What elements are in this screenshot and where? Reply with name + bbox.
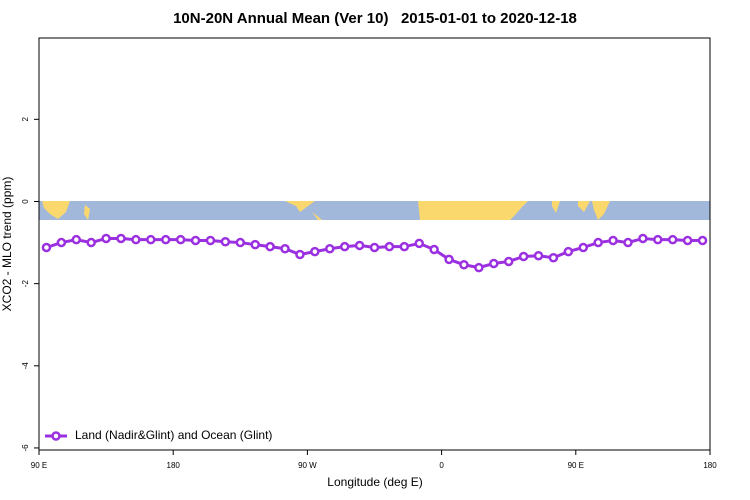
data-point <box>71 234 82 245</box>
data-point <box>533 250 544 261</box>
data-point <box>518 251 529 262</box>
x-tick-label: 90 E <box>568 461 584 470</box>
x-tick-label: 90 W <box>298 461 317 470</box>
x-axis-label: Longitude (deg E) <box>327 475 422 489</box>
plot-frame <box>38 37 711 451</box>
y-tick-label: -2 <box>21 280 30 288</box>
data-point <box>131 234 141 245</box>
y-tick-label: 0 <box>21 199 30 204</box>
x-tick-label: 180 <box>167 461 181 470</box>
data-point <box>339 241 350 252</box>
data-point <box>86 237 96 248</box>
legend-label: Land (Nadir&Glint) and Ocean (Glint) <box>75 428 272 442</box>
x-tick-label: 90 E <box>31 461 47 470</box>
data-point <box>205 235 216 246</box>
data-point <box>354 240 365 251</box>
data-point <box>459 259 469 270</box>
data-point <box>175 234 186 245</box>
data-point <box>608 235 618 246</box>
data-point <box>399 241 410 252</box>
data-point <box>56 237 67 248</box>
data-point <box>160 234 171 245</box>
y-tick-label: 2 <box>21 117 30 122</box>
y-axis-label: XCO2 - MLO trend (ppm) <box>0 177 14 312</box>
data-point <box>116 233 126 244</box>
data-point <box>429 244 439 255</box>
data-point <box>280 243 290 254</box>
data-point <box>638 233 648 244</box>
data-point <box>265 241 275 252</box>
data-point <box>548 253 559 263</box>
data-point <box>250 239 260 250</box>
data-point <box>325 243 335 254</box>
data-point <box>489 258 499 269</box>
x-tick-label: 180 <box>703 461 717 470</box>
x-tick-label: 0 <box>439 461 444 470</box>
data-point <box>235 237 246 248</box>
legend-marker <box>51 431 61 441</box>
data-point <box>310 246 320 257</box>
data-point <box>697 235 708 246</box>
chart-title: 10N-20N Annual Mean (Ver 10) 2015-01-01 … <box>173 10 577 27</box>
y-tick-label: -6 <box>21 444 30 452</box>
data-point <box>667 234 678 245</box>
data-point <box>190 235 201 246</box>
data-point <box>474 262 484 273</box>
data-point <box>384 241 395 252</box>
data-point <box>444 254 454 265</box>
map-strip <box>39 201 710 220</box>
data-point <box>682 235 693 246</box>
data-point <box>146 234 156 245</box>
data-point <box>563 246 574 257</box>
data-point <box>41 242 52 253</box>
data-point <box>623 237 633 248</box>
data-point <box>593 237 603 248</box>
data-point <box>295 249 305 260</box>
data-point <box>578 242 589 253</box>
data-point <box>220 236 231 247</box>
data-point <box>653 234 663 245</box>
y-tick-label: -4 <box>21 362 30 370</box>
data-point <box>101 233 111 244</box>
data-point <box>414 238 424 249</box>
data-point <box>503 256 514 267</box>
data-point <box>369 242 380 253</box>
